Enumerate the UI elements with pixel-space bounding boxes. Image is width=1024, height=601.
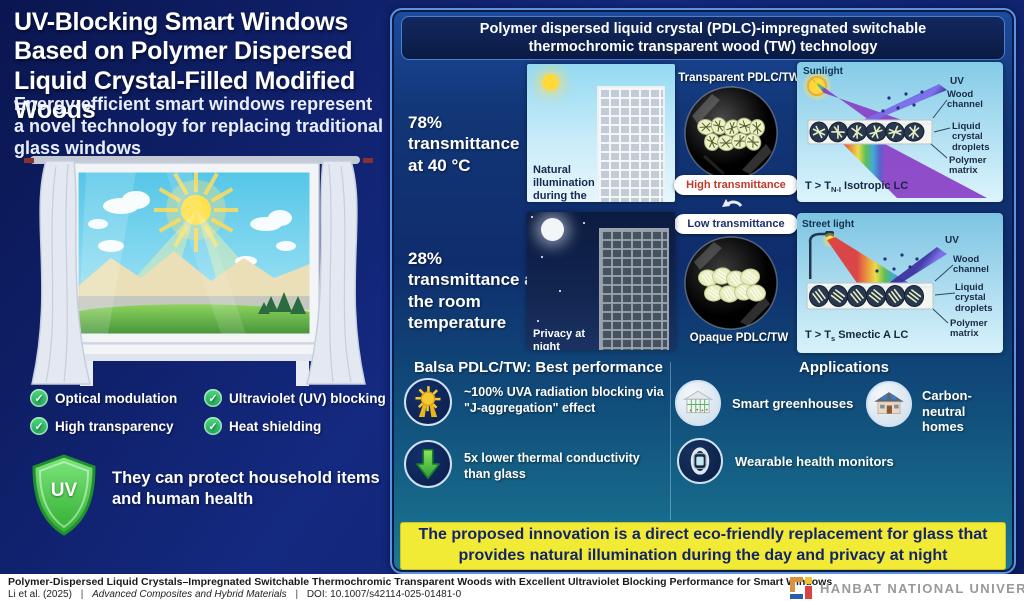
- moon-icon: [541, 218, 564, 241]
- building-night: [599, 228, 669, 350]
- conclusion-banner: The proposed innovation is a direct eco-…: [400, 522, 1006, 570]
- stars: [531, 216, 533, 218]
- sun-icon: [542, 74, 559, 91]
- state-subscript: N-I: [830, 185, 841, 195]
- feature-label: High transparency: [55, 418, 174, 434]
- applications-title: Applications: [798, 359, 889, 376]
- night-photo-caption: Privacy at night: [533, 328, 585, 350]
- performance-item-uva: ~100% UVA radiation blocking via "J-aggr…: [464, 385, 664, 416]
- isotropic-lc-diagram: Sunlight UV Wood channel Liquid crystal …: [797, 62, 1003, 202]
- subtitle: Energy-efficient smart windows represent…: [14, 94, 384, 158]
- polymer-matrix-label: Polymer matrix: [950, 318, 988, 340]
- transparent-pdlc-label: Transparent PDLC/TW: [678, 72, 800, 84]
- carbon-neutral-home-icon: [866, 381, 912, 427]
- citation-doi: DOI: 10.1007/s42114-025-01481-0: [306, 589, 462, 600]
- conclusion-text: The proposed innovation is a direct eco-…: [418, 526, 988, 564]
- polymer-matrix-label: Polymer matrix: [949, 155, 987, 177]
- hanbat-university-logo: [790, 577, 812, 599]
- section-divider: [670, 362, 671, 520]
- uv-shield-icon: UV: [24, 452, 104, 540]
- street-light-label: Street light: [802, 219, 855, 230]
- feature-label: Optical modulation: [55, 390, 178, 406]
- application-carbon-neutral-homes: Carbon-neutral homes: [922, 388, 972, 435]
- day-photo: Natural illumination during the day: [527, 64, 675, 202]
- smectic-state-label: T > Ts Smectic A LC: [805, 329, 909, 344]
- low-transmittance-pill: Low transmittance: [674, 214, 798, 234]
- performance-item-thermal: 5x lower thermal conductivity than glass: [464, 451, 640, 482]
- uva-blocking-sun-icon: [404, 378, 452, 426]
- feature-optical-modulation: ✓ Optical modulation: [30, 389, 200, 407]
- lc-droplets-label: Liquid crystal droplets: [955, 282, 993, 314]
- check-icon: ✓: [204, 389, 222, 407]
- building-day: [597, 86, 665, 202]
- window-scene-graphic: [24, 156, 373, 386]
- footer-bar: Polymer-Dispersed Liquid Crystals–Impreg…: [0, 574, 1024, 601]
- panel-header: Polymer dispersed liquid crystal (PDLC)-…: [401, 16, 1005, 60]
- application-smart-greenhouses: Smart greenhouses: [732, 396, 854, 411]
- smectic-lc-diagram: Street light UV Wood channel Liquid crys…: [797, 213, 1003, 353]
- citation-line: Li et al. (2025) | Advanced Composites a…: [8, 589, 461, 600]
- check-icon: ✓: [204, 417, 222, 435]
- window-illustration: [16, 146, 381, 386]
- wood-channel-label: Wood channel: [947, 89, 983, 111]
- sunlight-label: Sunlight: [803, 66, 843, 77]
- night-transmittance-stat: 28% transmittance at the room temperatur…: [408, 249, 540, 332]
- transparent-pdlc-inset: [684, 86, 778, 180]
- feature-list: ✓ Optical modulation ✓ Ultraviolet (UV) …: [30, 389, 386, 435]
- feature-high-transparency: ✓ High transparency: [30, 417, 200, 435]
- performance-title: Balsa PDLC/TW: Best performance: [414, 359, 663, 376]
- separator: |: [80, 589, 84, 600]
- protection-text: They can protect household items and hum…: [112, 469, 380, 509]
- night-photo: Privacy at night: [527, 212, 675, 350]
- page-title: UV-Blocking Smart Windows Based on Polym…: [14, 8, 356, 124]
- lc-droplets-label: Liquid crystal droplets: [952, 121, 990, 153]
- feature-uv-blocking: ✓ Ultraviolet (UV) blocking: [204, 389, 386, 407]
- uv-label: UV: [950, 76, 964, 87]
- separator: |: [295, 589, 299, 600]
- uv-label: UV: [945, 235, 959, 246]
- smart-greenhouse-icon: [675, 380, 721, 426]
- day-photo-caption: Natural illumination during the day: [533, 164, 595, 202]
- uv-shield-label: UV: [50, 480, 78, 501]
- paper-title: Polymer-Dispersed Liquid Crystals–Impreg…: [8, 576, 833, 588]
- high-transmittance-pill: High transmittance: [674, 175, 798, 195]
- wearable-monitor-icon: [677, 438, 723, 484]
- panel-header-text: Polymer dispersed liquid crystal (PDLC)-…: [479, 20, 927, 55]
- application-wearable-monitors: Wearable health monitors: [735, 454, 894, 469]
- opaque-pdlc-inset: [684, 236, 778, 330]
- wood-channel-label: Wood channel: [953, 254, 989, 276]
- feature-label: Heat shielding: [229, 418, 322, 434]
- feature-label: Ultraviolet (UV) blocking: [229, 390, 386, 406]
- right-panel: Polymer dispersed liquid crystal (PDLC)-…: [390, 8, 1016, 574]
- feature-heat-shielding: ✓ Heat shielding: [204, 417, 386, 435]
- citation-journal: Advanced Composites and Hybrid Materials: [92, 589, 287, 600]
- day-transmittance-stat: 78% transmittance at 40 °C: [408, 113, 520, 175]
- citation-authors: Li et al. (2025): [8, 589, 72, 600]
- opaque-pdlc-label: Opaque PDLC/TW: [689, 332, 789, 344]
- check-icon: ✓: [30, 417, 48, 435]
- lower-conductivity-arrow-icon: [404, 440, 452, 488]
- state-subscript: s: [830, 334, 836, 344]
- check-icon: ✓: [30, 389, 48, 407]
- isotropic-state-label: T > TN-I Isotropic LC: [805, 180, 909, 195]
- university-name: HANBAT NATIONAL UNIVERSITY: [820, 581, 1024, 596]
